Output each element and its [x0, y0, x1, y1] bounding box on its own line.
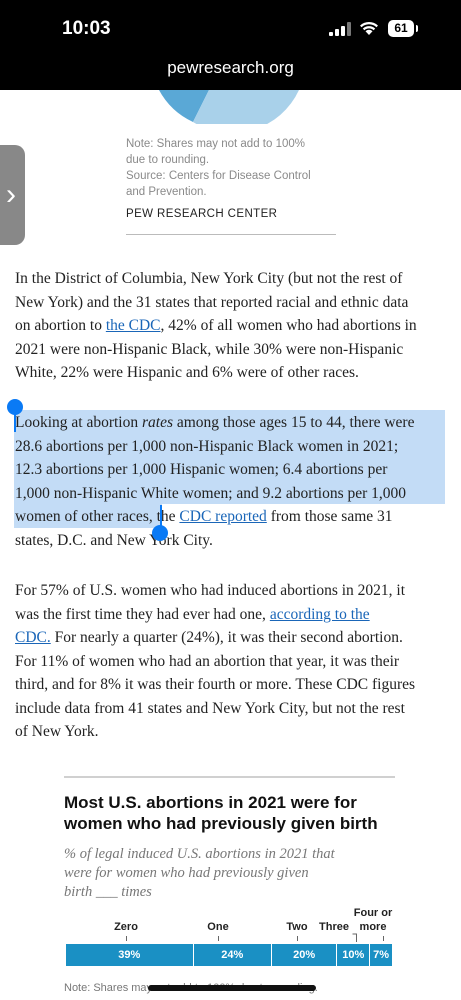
text-line: New York) and the 31 states that reporte…	[15, 293, 409, 311]
text-line: In the District of Columbia, New York Ci…	[15, 270, 403, 287]
text-line: was the first time they had ever had one…	[15, 603, 446, 627]
category-label-line: more	[359, 921, 387, 933]
text-span: Looking at abortion	[15, 414, 142, 431]
text-line: 28.6 abortions per 1,000 non-Hispanic Bl…	[15, 437, 399, 455]
text-line: White, 22% were Hispanic and 6% were of …	[15, 364, 359, 381]
category-label-zero: Zero	[114, 921, 138, 933]
chart-subtitle-line: were for women who had previously given	[64, 865, 309, 881]
cdc-reported-link[interactable]: CDC reported	[179, 508, 267, 525]
text-span: , 42% of all women who had abortions in	[160, 317, 417, 334]
selection-end-handle[interactable]	[152, 525, 168, 541]
text-span: among those ages 15 to 44, there were	[173, 414, 415, 431]
side-panel-tab[interactable]	[0, 145, 25, 245]
chart-top-rule	[64, 776, 395, 778]
divider	[126, 234, 336, 235]
category-label-one: One	[207, 921, 229, 933]
home-indicator[interactable]	[148, 985, 316, 991]
category-label-three: Three	[319, 921, 349, 933]
category-tick	[297, 936, 298, 941]
chart-title-line: Most U.S. abortions in 2021 were for	[64, 793, 357, 812]
text-selection-highlight	[14, 504, 162, 528]
battery-nub	[416, 25, 418, 32]
text-selection-highlight	[14, 410, 445, 504]
three-label-bracket	[352, 933, 357, 942]
text-line: CDC. For nearly a quarter (24%), it was …	[15, 626, 446, 650]
status-bar: 10:03 61 pewresearch.org	[0, 0, 461, 90]
chart-subtitle-line: birth ___ times	[64, 884, 152, 900]
text-line: states, D.C. and New York City.	[15, 531, 213, 549]
bar-segment-one: 24%	[193, 944, 272, 966]
text-line: on abortion to the CDC, 42% of all women…	[15, 314, 446, 338]
note-line: Note: Shares may not add to 100%	[126, 138, 305, 150]
bar-segment-three: 10%	[337, 944, 371, 966]
source-line: and Prevention.	[126, 186, 207, 198]
selection-end-caret	[160, 505, 162, 529]
text-line: women of other races, the CDC reported f…	[15, 505, 446, 529]
category-tick	[383, 936, 384, 941]
selection-start-caret	[14, 410, 16, 432]
article-paragraph: In the District of Columbia, New York Ci…	[15, 267, 446, 385]
clock-time: 10:03	[62, 18, 111, 39]
text-line: 1,000 non-Hispanic White women; and 9.2 …	[15, 484, 407, 502]
chevron-right-icon[interactable]: ›	[6, 178, 16, 211]
bar-segment-two: 20%	[272, 944, 338, 966]
address-bar[interactable]: pewresearch.org	[167, 58, 294, 77]
bar-segment-four-or-more: 7%	[370, 944, 393, 966]
text-line: of New York.	[15, 723, 99, 740]
text-line: third, and for 8% it was their fourth or…	[15, 676, 416, 693]
battery-icon: 61	[388, 20, 414, 37]
pie-chart-fragment	[159, 90, 299, 124]
chart-subtitle: % of legal induced U.S. abortions in 202…	[64, 845, 384, 902]
category-label-line: Four or	[353, 907, 393, 919]
text-span: For nearly a quarter (24%), it was their…	[50, 629, 403, 646]
cdc-link[interactable]: the CDC	[105, 317, 161, 334]
selection-start-handle[interactable]	[7, 399, 23, 415]
text-span: on abortion to	[15, 317, 106, 334]
article-paragraph: Looking at abortion rates among those ag…	[15, 411, 446, 552]
category-label-four-or-more: Four or more	[351, 906, 395, 934]
according-to-cdc-link[interactable]: CDC.	[15, 629, 51, 646]
stacked-bar-chart: Most U.S. abortions in 2021 were for wom…	[64, 776, 395, 1000]
text-line: include data from 41 states and New York…	[15, 699, 405, 717]
text-line: 2021 were non-Hispanic Black, while 30% …	[15, 340, 404, 358]
chart-subtitle-line: % of legal induced U.S. abortions in 202…	[64, 846, 335, 862]
according-to-cdc-link[interactable]: according to the	[269, 605, 370, 623]
text-line: 12.3 abortions per 1,000 Hispanic women;…	[15, 461, 388, 478]
wifi-icon	[360, 21, 378, 35]
chart-title: Most U.S. abortions in 2021 were for wom…	[64, 792, 395, 834]
note-line: due to rounding.	[126, 154, 210, 166]
article-paragraph: For 57% of U.S. women who had induced ab…	[15, 579, 446, 744]
bar-segment-zero: 39%	[66, 944, 194, 966]
text-line: For 57% of U.S. women who had induced ab…	[15, 582, 406, 599]
figure-note: Note: Shares may not add to 100% due to …	[126, 136, 336, 200]
cellular-signal-icon	[329, 22, 351, 36]
text-line: For 11% of women who had an abortion tha…	[15, 652, 400, 670]
category-label-two: Two	[286, 921, 308, 933]
source-line: Source: Centers for Disease Control	[126, 170, 311, 182]
text-span: was the first time they had ever had one…	[15, 605, 270, 623]
emphasis-text: rates	[142, 414, 173, 431]
chart-title-line: women who had previously given birth	[64, 814, 378, 833]
category-tick	[218, 936, 219, 941]
text-span: women of other races, the	[15, 508, 180, 525]
text-span: from those same 31	[266, 508, 393, 525]
text-line: Looking at abortion rates among those ag…	[15, 411, 446, 435]
category-tick	[126, 936, 127, 941]
pew-brand-label: PEW RESEARCH CENTER	[126, 208, 278, 220]
